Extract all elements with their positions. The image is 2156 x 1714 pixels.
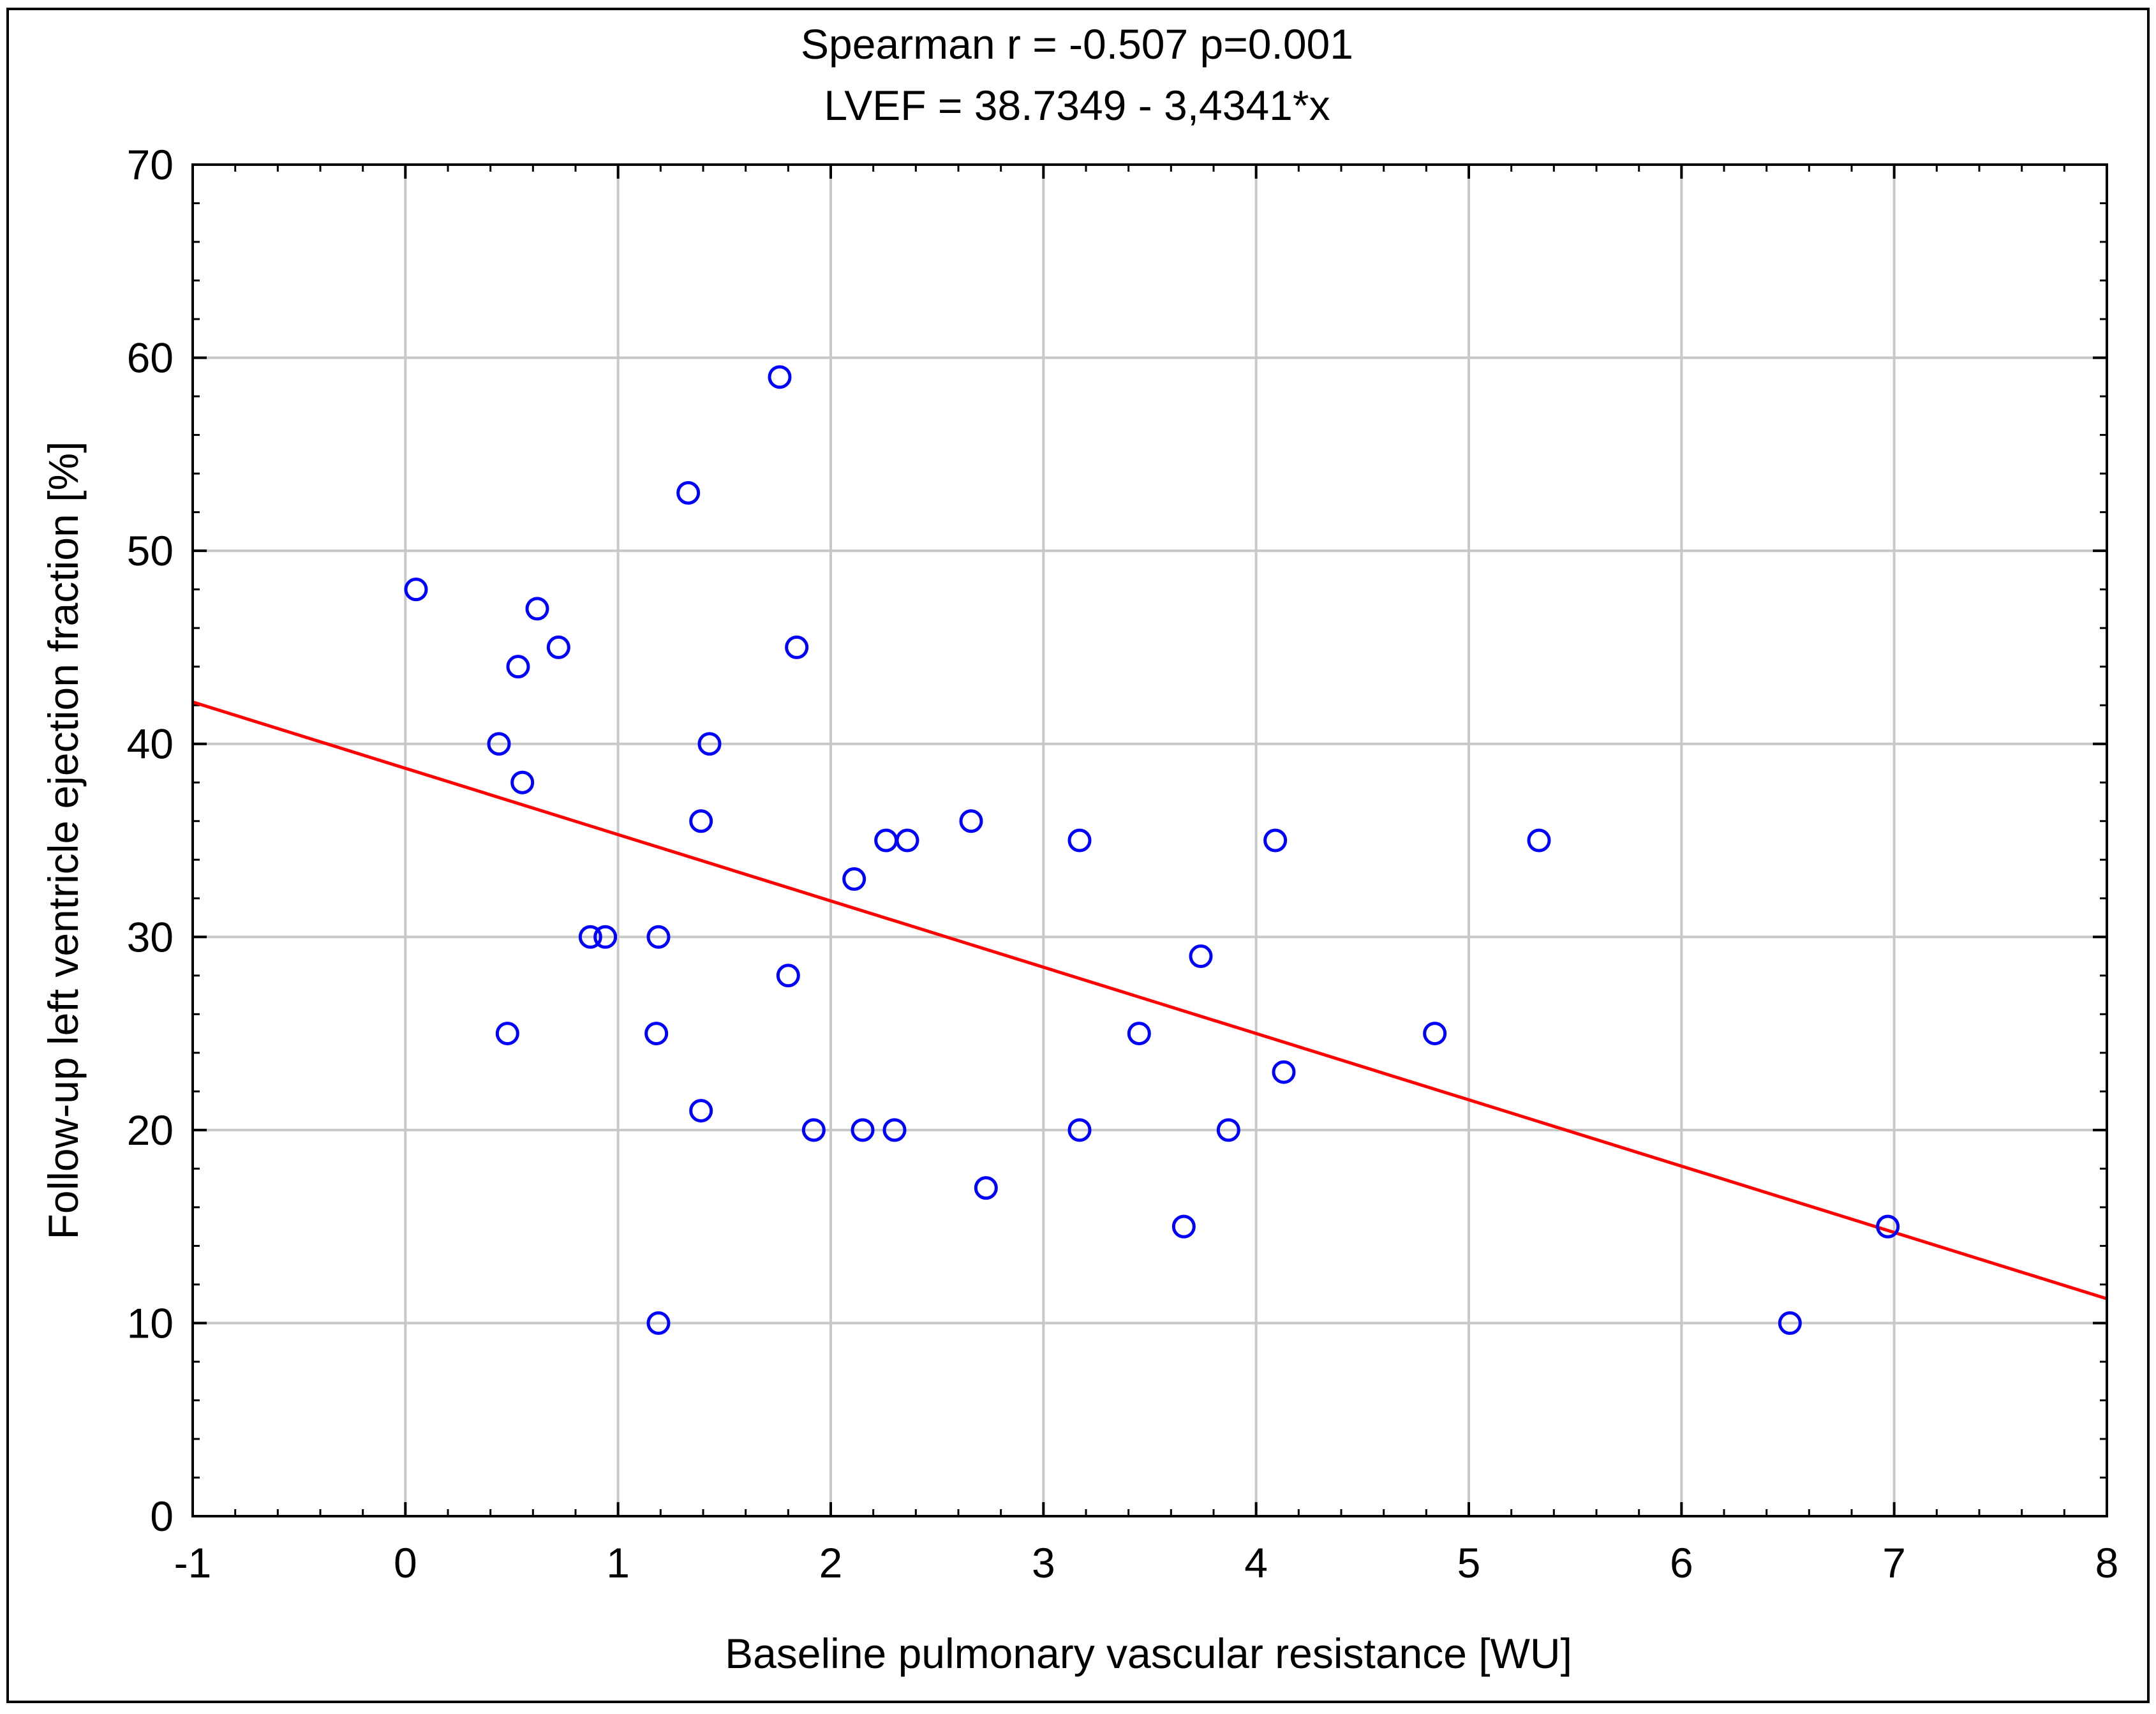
data-point [676,481,701,505]
data-point [525,597,549,621]
y-tick-label: 20 [127,1107,174,1154]
data-point [1171,1214,1196,1239]
y-axis-label: Follow-up left ventricle ejection fracti… [40,442,87,1240]
x-tick-label: 6 [1670,1539,1693,1586]
data-point [593,925,618,949]
data-point [1216,1118,1240,1142]
data-point [842,867,866,891]
x-tick-label: -1 [174,1539,212,1586]
data-point [689,809,713,833]
data-point [785,635,809,659]
data-point [487,732,511,756]
x-tick-label: 5 [1457,1539,1481,1586]
y-tick-label: 70 [127,141,174,188]
data-point [546,635,570,659]
data-point [974,1176,998,1200]
y-tick-label: 10 [127,1299,174,1346]
data-point [1127,1022,1151,1046]
data-point [1189,944,1213,969]
data-point [510,770,535,794]
data-point [1423,1022,1447,1046]
data-point [1263,828,1288,853]
y-tick-label: 30 [127,913,174,960]
data-points [404,365,1900,1335]
data-point [882,1118,907,1142]
data-point [1527,828,1551,853]
data-point [1778,1311,1802,1335]
grid [193,165,2107,1516]
x-axis-tick-labels: -1 0 1 2 3 4 5 6 7 8 [174,1539,2119,1586]
data-point [801,1118,826,1142]
x-axis-label: Baseline pulmonary vascular resistance [… [725,1630,1572,1677]
data-point [644,1022,669,1046]
data-point [1876,1214,1900,1239]
y-tick-label: 0 [150,1493,174,1540]
data-point [646,925,671,949]
figure-frame [6,8,2150,1703]
data-point [776,964,800,988]
x-tick-label: 0 [394,1539,417,1586]
y-tick-label: 50 [127,527,174,574]
data-point [697,732,722,756]
x-tick-label: 2 [819,1539,843,1586]
data-point [895,828,919,853]
y-tick-label: 60 [127,334,174,382]
data-point [506,655,530,679]
data-point [1067,1118,1092,1142]
x-tick-label: 1 [606,1539,630,1586]
data-point [768,365,792,389]
data-point [1067,828,1092,853]
data-point [646,1311,671,1335]
data-point [851,1118,875,1142]
data-point [404,578,428,602]
y-axis-tick-labels: 0 10 20 30 40 50 60 70 [127,141,174,1540]
regression-layer [192,700,2108,1300]
x-tick-label: 8 [2095,1539,2119,1586]
data-point [495,1022,519,1046]
x-tick-label: 7 [1882,1539,1906,1586]
plot-area-frame [191,163,2108,1517]
regression-line [192,700,2108,1300]
x-tick-label: 4 [1244,1539,1268,1586]
data-point [689,1099,713,1123]
chart-title: Spearman r = -0.507 p=0.001 [801,20,1353,68]
y-tick-label: 40 [127,720,174,768]
data-point [1272,1060,1296,1084]
data-point [578,925,602,949]
chart-subtitle: LVEF = 38.7349 - 3,4341*x [824,82,1330,129]
x-tick-label: 3 [1032,1539,1055,1586]
data-point [959,809,983,833]
